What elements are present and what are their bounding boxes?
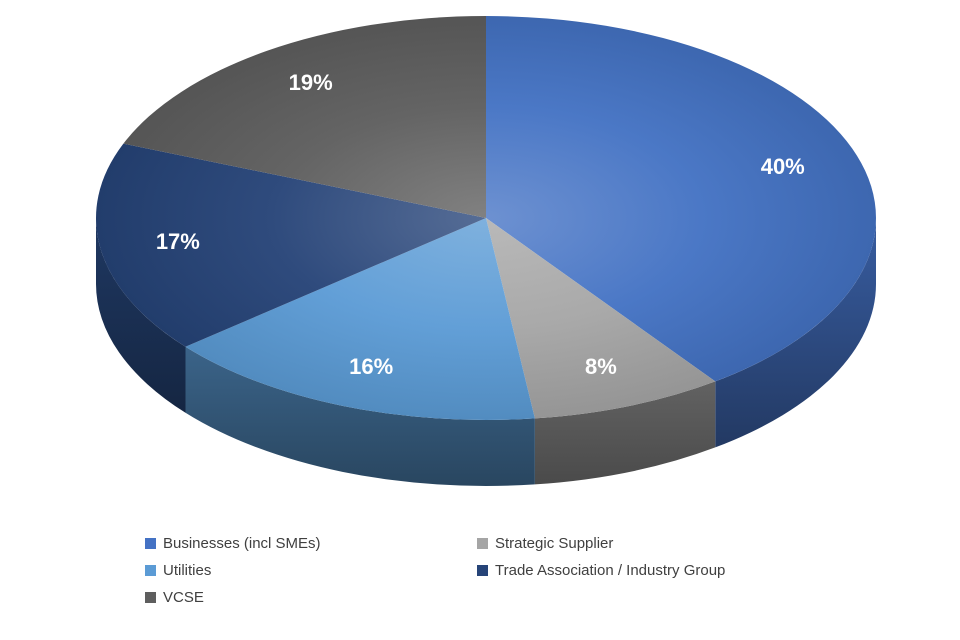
legend-item-strategic-supplier: Strategic Supplier	[477, 536, 725, 551]
pie-svg: 40% 8% 16% 17% 19%	[95, 16, 877, 486]
pie-slice-side-utilities	[185, 346, 535, 486]
pie-slice-vcse	[123, 16, 486, 218]
legend-item-vcse: VCSE	[145, 590, 477, 605]
legend-label: Trade Association / Industry Group	[495, 562, 726, 579]
data-label-utilities: 16%	[349, 354, 393, 379]
legend-swatch-icon	[477, 538, 488, 549]
legend-label: VCSE	[163, 589, 204, 606]
pie-slice-side-trade-association-industry-group	[95, 218, 186, 413]
data-label-strategic-supplier: 8%	[585, 354, 617, 379]
data-label-vcse: 19%	[289, 70, 333, 95]
legend-item-trade-association-industry-group: Trade Association / Industry Group	[477, 563, 725, 578]
pie-slice-strategic-supplier	[486, 218, 716, 419]
data-label-businesses-incl-smes: 40%	[761, 154, 805, 179]
legend-label: Businesses (incl SMEs)	[163, 535, 321, 552]
legend-label: Utilities	[163, 562, 212, 579]
data-label-trade-association-industry-group: 17%	[156, 229, 200, 254]
legend-swatch-icon	[145, 592, 156, 603]
pie-chart: 40% 8% 16% 17% 19%	[95, 16, 877, 486]
chart-legend: Businesses (incl SMEs) Strategic Supplier…	[145, 536, 725, 605]
pie-slice-businesses-incl-smes	[486, 16, 877, 382]
legend-swatch-icon	[477, 565, 488, 576]
legend-item-utilities: Utilities	[145, 563, 477, 578]
legend-swatch-icon	[145, 565, 156, 576]
legend-swatch-icon	[145, 538, 156, 549]
pie-slice-utilities	[185, 218, 535, 420]
pie-slice-trade-association-industry-group	[96, 143, 487, 347]
pie-slice-side-businesses-incl-smes	[715, 218, 876, 448]
pie-slice-side-strategic-supplier	[534, 381, 716, 485]
legend-item-businesses-incl-smes: Businesses (incl SMEs)	[145, 536, 477, 551]
legend-label: Strategic Supplier	[495, 535, 614, 552]
